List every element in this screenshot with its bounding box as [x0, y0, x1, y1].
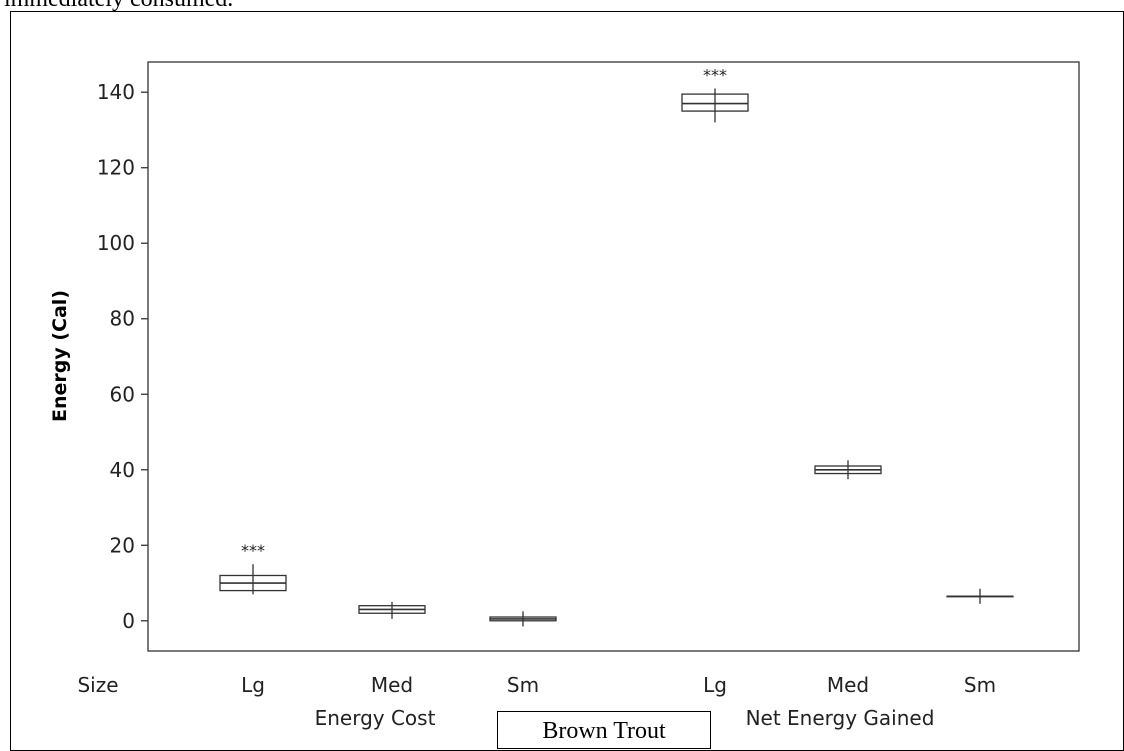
- figure-caption: Brown Trout: [497, 711, 711, 749]
- y-axis-label: Energy (Cal): [49, 290, 71, 422]
- category-label-energy-cost-med: Med: [371, 673, 413, 697]
- body-text-fragment: immediately consumed.: [4, 0, 233, 13]
- y-tick-label: 60: [110, 382, 135, 406]
- category-label-energy-cost-sm: Sm: [507, 673, 539, 697]
- category-label-net-energy-gained-med: Med: [827, 673, 869, 697]
- size-row-label: Size: [77, 673, 118, 697]
- y-tick-label: 100: [97, 231, 135, 255]
- category-label-net-energy-gained-sm: Sm: [964, 673, 996, 697]
- annotation-net-energy-gained-lg: ***: [703, 65, 727, 84]
- y-tick-label: 80: [110, 307, 135, 331]
- annotation-energy-cost-lg: ***: [241, 541, 265, 560]
- group-label-1: Net Energy Gained: [746, 706, 935, 730]
- category-label-net-energy-gained-lg: Lg: [703, 673, 727, 697]
- y-tick-label: 140: [97, 80, 135, 104]
- y-tick-label: 20: [110, 533, 135, 557]
- plot-frame: [147, 61, 1080, 652]
- group-label-0: Energy Cost: [315, 706, 436, 730]
- category-label-energy-cost-lg: Lg: [241, 673, 265, 697]
- y-tick-label: 40: [110, 458, 135, 482]
- y-tick-label: 0: [122, 609, 135, 633]
- y-tick-label: 120: [97, 156, 135, 180]
